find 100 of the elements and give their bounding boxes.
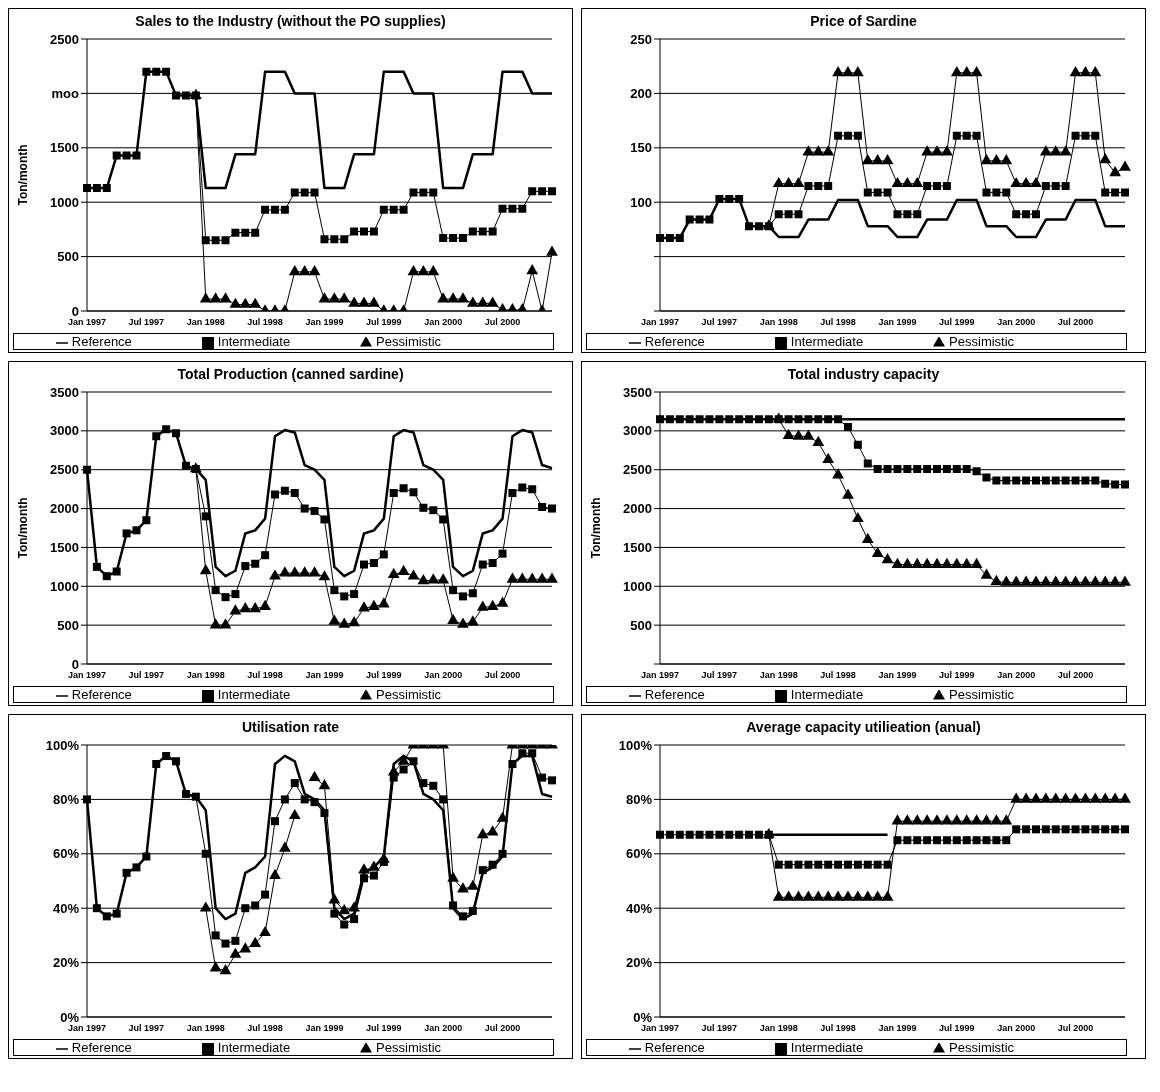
point [229,947,242,958]
point [822,452,835,464]
point [814,860,823,869]
point [478,227,487,236]
point [1000,575,1013,586]
point [1091,131,1100,140]
point [132,863,141,872]
point [822,890,835,901]
point [1010,792,1023,803]
point [1121,825,1129,834]
x-tick-label: Jan 1997 [640,317,680,328]
point [122,151,131,160]
y-axis-title: Ton/month [589,497,604,559]
point [1022,210,1031,219]
point [695,415,704,424]
point [251,228,260,237]
point [782,428,795,439]
point [320,809,329,817]
point [1081,825,1090,834]
legend-label: Intermediate [217,334,291,349]
y-tick-label: 100% [45,737,80,753]
y-tick-label: 3500 [50,384,79,400]
point [142,852,151,861]
x-tick-label: Jan 2000 [997,317,1036,328]
y-tick-label: 20% [52,955,80,971]
point [308,566,321,577]
point [832,890,844,901]
point [822,145,835,156]
point [1119,575,1131,586]
point [269,569,281,580]
point [950,557,963,568]
point [211,586,220,595]
point [705,415,714,424]
point [851,511,864,523]
point [162,425,171,434]
point [526,263,539,275]
point [389,489,398,498]
point [942,836,951,845]
point [891,557,904,568]
point [1069,792,1082,803]
point [1012,825,1021,834]
point [656,830,664,839]
point [1061,181,1070,190]
x-tick-label: Jul 2000 [1057,1023,1094,1034]
point [122,529,131,538]
y-tick-label: 3500 [623,384,652,400]
point [883,188,892,197]
point [368,296,380,307]
point [754,222,763,231]
point [782,176,795,188]
point [992,188,1001,197]
point [439,515,448,524]
point [913,210,922,219]
point [1109,166,1121,177]
point [486,825,499,836]
y-tick-label: 200 [630,86,652,102]
legend-label: Pessimistic [949,334,1015,349]
point [972,467,981,476]
point [804,415,813,424]
x-tick-label: Jul 1998 [820,670,856,681]
point [675,234,684,243]
x-tick-label: Jan 1999 [878,317,917,328]
point [92,184,101,193]
point [508,204,517,213]
chart-title: Price of Sardine [809,12,918,31]
point [261,205,270,214]
point [298,265,311,276]
point [1051,181,1060,190]
point [427,573,440,584]
y-tick-label: 2500 [50,462,79,478]
point [675,830,684,839]
point [1081,131,1090,140]
point [1030,792,1042,803]
y-tick-label: 80% [625,792,653,808]
point [209,292,222,303]
point [834,131,843,140]
legend-label: Intermediate [217,1040,291,1055]
point [320,235,329,244]
point [1091,825,1100,834]
point [695,830,704,839]
point [1119,792,1131,803]
point [278,841,291,852]
x-tick-label: Jan 1997 [640,1023,680,1034]
point [992,836,1001,845]
point [280,205,289,214]
point [476,827,489,839]
point [199,901,212,912]
point [1031,476,1040,485]
x-tick-label: Jul 2000 [484,317,521,328]
point [466,296,479,307]
point [488,860,497,869]
point [685,415,694,424]
point [842,890,854,901]
y-tick-label: moo [51,86,80,102]
point [102,912,111,921]
point [466,879,479,890]
x-tick-label: Jan 1999 [878,1023,917,1034]
point [468,589,477,598]
point [458,234,467,243]
point [970,65,983,77]
